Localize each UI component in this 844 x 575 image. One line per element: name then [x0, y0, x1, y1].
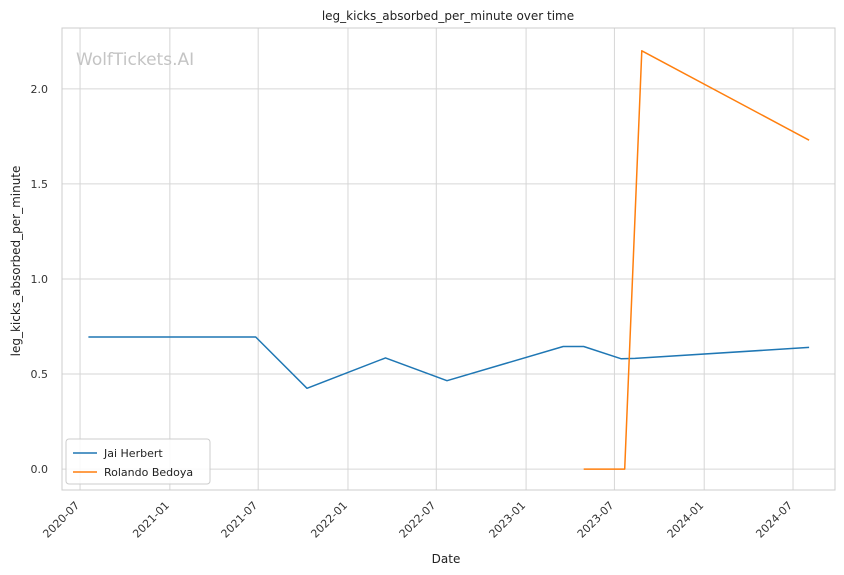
grid: [62, 28, 835, 490]
legend: Jai Herbert Rolando Bedoya: [65, 438, 211, 485]
x-tick-label: 2024-01: [665, 499, 707, 541]
y-tick-label: 1.0: [31, 273, 49, 286]
x-tick-label: 2021-01: [130, 499, 172, 541]
y-tick-label: 2.0: [31, 83, 49, 96]
legend-box: [65, 438, 211, 485]
x-tick-label: 2022-07: [397, 499, 439, 541]
x-tick-label: 2023-07: [575, 499, 617, 541]
series-line-rolando-bedoya: [583, 50, 810, 470]
x-tick-label: 2022-01: [308, 499, 350, 541]
series-lines: [88, 50, 810, 470]
y-tick-label: 0.5: [31, 368, 49, 381]
chart-title: leg_kicks_absorbed_per_minute over time: [322, 9, 574, 23]
x-tick-label: 2023-01: [487, 499, 529, 541]
series-line-jai-herbert: [88, 336, 810, 390]
x-tick-label: 2024-07: [753, 499, 795, 541]
plot-frame: [61, 27, 836, 491]
plot-background: [62, 28, 835, 490]
y-ticks: 0.0 0.5 1.0 1.5 2.0: [31, 83, 49, 476]
legend-label-jai-herbert: Jai Herbert: [103, 447, 163, 460]
y-tick-label: 1.5: [31, 178, 49, 191]
x-tick-label: 2021-07: [219, 499, 261, 541]
watermark: WolfTickets.AI: [76, 50, 194, 70]
x-tick-label: 2020-07: [40, 499, 82, 541]
x-axis-label: Date: [432, 552, 461, 566]
legend-label-rolando-bedoya: Rolando Bedoya: [104, 466, 193, 479]
y-axis-label: leg_kicks_absorbed_per_minute: [9, 166, 23, 357]
x-ticks: 2020-07 2021-01 2021-07 2022-01 2022-07 2023-…: [40, 499, 795, 541]
y-tick-label: 0.0: [31, 463, 49, 476]
